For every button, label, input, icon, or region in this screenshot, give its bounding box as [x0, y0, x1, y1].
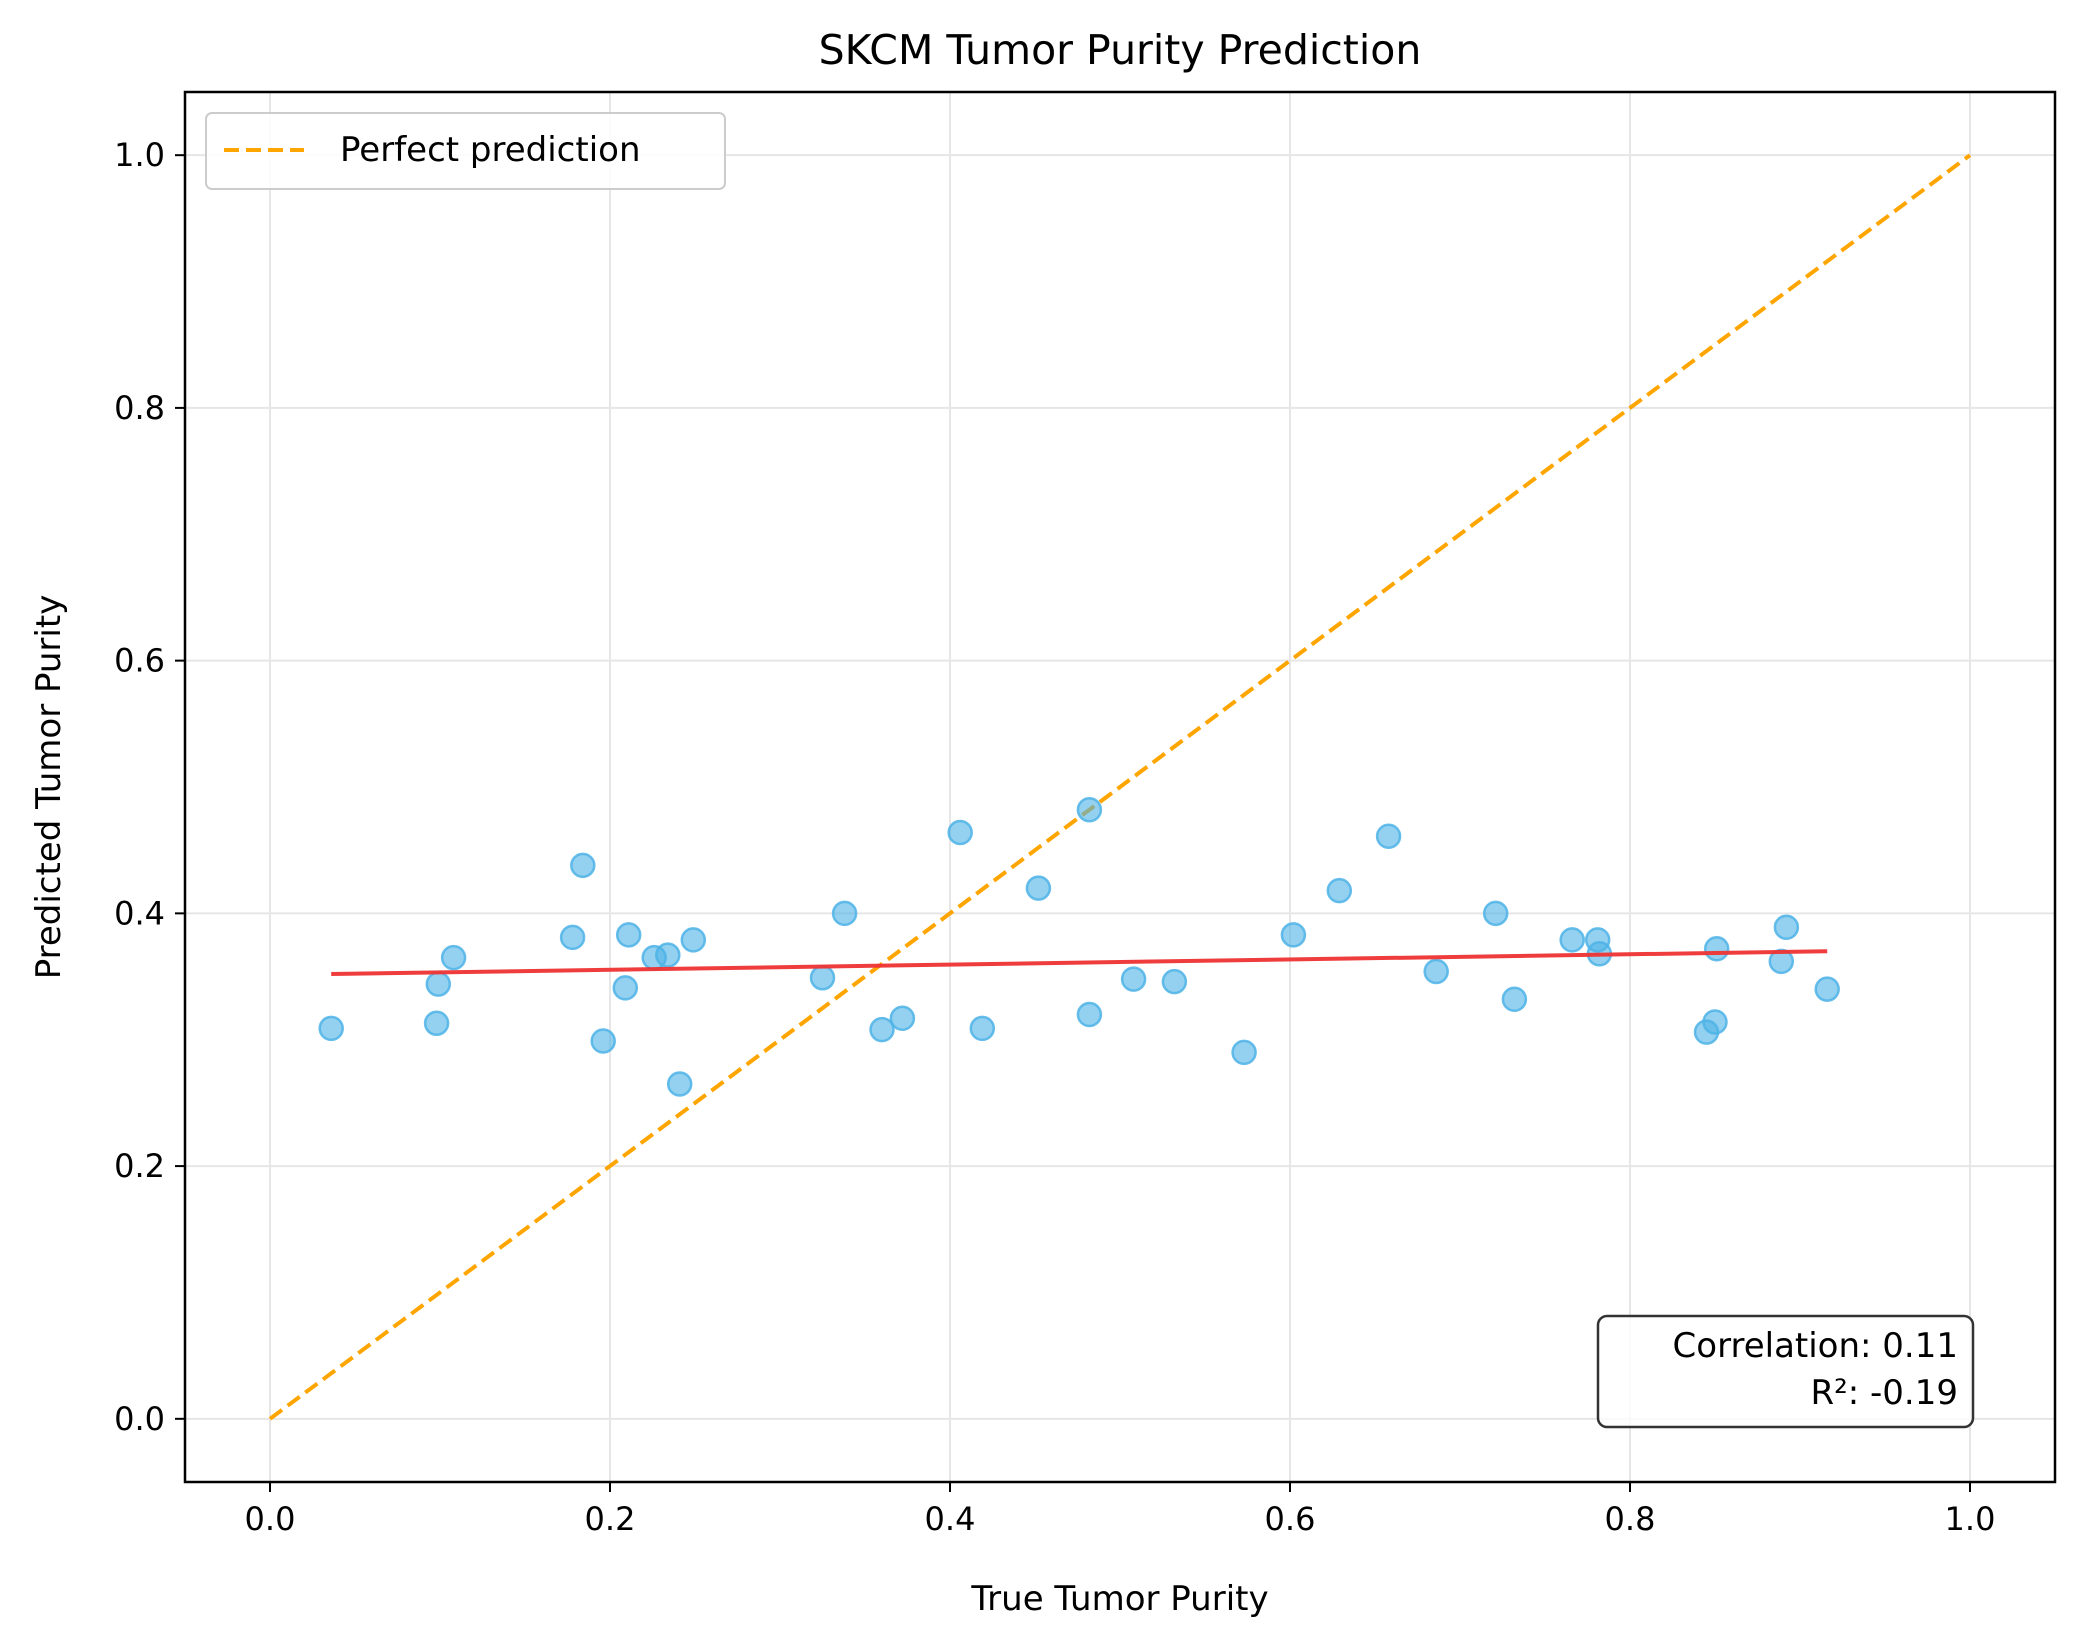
x-tick-label: 0.0: [245, 1500, 296, 1538]
chart-title: SKCM Tumor Purity Prediction: [819, 26, 1422, 74]
data-point: [680, 927, 707, 953]
data-point: [809, 965, 836, 991]
data-point: [1559, 927, 1585, 953]
data-point: [1773, 914, 1800, 941]
x-tick-label: 0.8: [1605, 1500, 1656, 1538]
x-tick-label: 0.6: [1265, 1500, 1316, 1538]
data-point: [869, 1016, 895, 1043]
fit-line: [331, 949, 1828, 977]
legend-box: [205, 112, 726, 190]
annotation-box: [1596, 1314, 1975, 1429]
data-point: [615, 922, 642, 948]
data-point: [559, 924, 586, 951]
data-point: [590, 1028, 616, 1054]
data-point: [1161, 968, 1188, 995]
data-point: [1231, 1039, 1257, 1066]
data-point: [1768, 948, 1795, 975]
data-point: [1703, 935, 1730, 962]
legend: Perfect prediction: [205, 112, 726, 190]
data-point: [318, 1015, 344, 1042]
x-tick-label: 0.4: [925, 1500, 976, 1538]
data-point: [666, 1071, 693, 1097]
data-point: [1423, 958, 1449, 985]
data-point: [423, 1010, 450, 1037]
y-tick-label: 0.6: [114, 642, 165, 680]
data-point: [425, 971, 452, 997]
x-tick-label: 0.2: [585, 1500, 636, 1538]
y-tick-label: 0.4: [114, 894, 165, 932]
y-tick-label: 1.0: [114, 136, 165, 174]
data-points: [318, 796, 1840, 1097]
y-tick-label: 0.2: [114, 1147, 165, 1185]
data-point: [1326, 877, 1353, 904]
data-point: [1482, 900, 1509, 927]
plot-frame: [183, 90, 2057, 1484]
data-point: [831, 900, 858, 927]
legend-label: Perfect prediction: [340, 130, 641, 170]
data-point: [1120, 966, 1147, 992]
x-axis-label: True Tumor Purity: [970, 1579, 1268, 1619]
annotation-r-squared: R²: -0.19: [1811, 1373, 1959, 1413]
y-axis-label: Predicted Tumor Purity: [29, 595, 69, 980]
data-point: [440, 944, 467, 971]
data-point: [612, 975, 639, 1001]
data-point: [1025, 875, 1052, 901]
y-tick-label: 0.8: [114, 389, 165, 427]
reference-line: [268, 153, 1972, 1421]
grid-lines: [185, 92, 2055, 1482]
data-point: [1280, 922, 1307, 948]
data-point: [1076, 796, 1103, 823]
data-point: [889, 1005, 916, 1031]
x-tick-label: 1.0: [1945, 1500, 1996, 1538]
data-point: [1501, 986, 1528, 1013]
data-point: [1375, 823, 1402, 850]
data-point: [1814, 976, 1840, 1002]
annotation-correlation: Correlation: 0.11: [1673, 1326, 1958, 1366]
data-point: [1076, 1001, 1103, 1028]
stats-annotation: Correlation: 0.11 R²: -0.19: [1596, 1314, 1975, 1429]
data-point: [655, 942, 681, 968]
data-point: [947, 819, 973, 846]
data-point: [1702, 1009, 1728, 1035]
data-point: [570, 852, 596, 879]
axis-ticks: 0.0 0.2 0.4 0.6 0.8 1.0 0.0 0.2 0.4 0.6 0.8 1.0: [114, 136, 1995, 1538]
data-point: [969, 1015, 996, 1042]
y-tick-label: 0.0: [114, 1400, 165, 1438]
